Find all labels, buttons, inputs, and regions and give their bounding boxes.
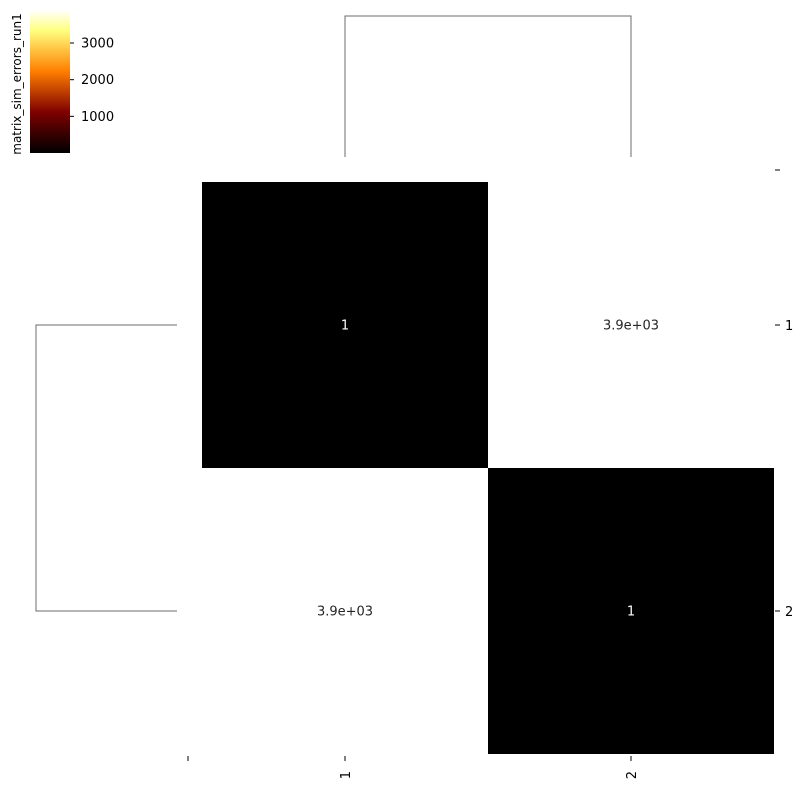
- colorbar-ticks: 1000 2000 3000: [70, 37, 114, 125]
- cell-value-label: 1: [341, 319, 349, 334]
- cell-value-label: 3.9e+03: [317, 605, 373, 620]
- heatmap-cells: 1 3.9e+03 3.9e+03 1: [202, 182, 774, 754]
- colorbar-label: matrix_sim_errors_run1: [10, 13, 24, 154]
- heatmap-cell: [488, 468, 774, 754]
- heatmap-cell: [202, 182, 488, 468]
- colorbar-tick-label: 3000: [81, 37, 114, 52]
- colorbar-gradient: [30, 10, 70, 153]
- cell-value-label: 1: [627, 605, 635, 620]
- heatmap-cell: [202, 468, 488, 754]
- y-tick-label: 2: [785, 605, 793, 620]
- heatmap-cell: [488, 182, 774, 468]
- row-dendrogram: [35, 324, 177, 612]
- colorbar-tick-label: 2000: [81, 73, 114, 88]
- colorbar: matrix_sim_errors_run1 1000 2000 3000: [10, 10, 114, 155]
- x-tick-label: 1: [339, 771, 354, 779]
- x-tick-label: 2: [625, 771, 640, 779]
- y-axis: 12: [775, 169, 793, 620]
- column-dendrogram: [344, 15, 632, 157]
- colorbar-tick-label: 1000: [81, 110, 114, 125]
- cell-value-label: 3.9e+03: [603, 319, 659, 334]
- row-dendrogram-link: [35, 324, 177, 612]
- y-tick-label: 1: [785, 319, 793, 334]
- column-dendrogram-link: [344, 15, 632, 157]
